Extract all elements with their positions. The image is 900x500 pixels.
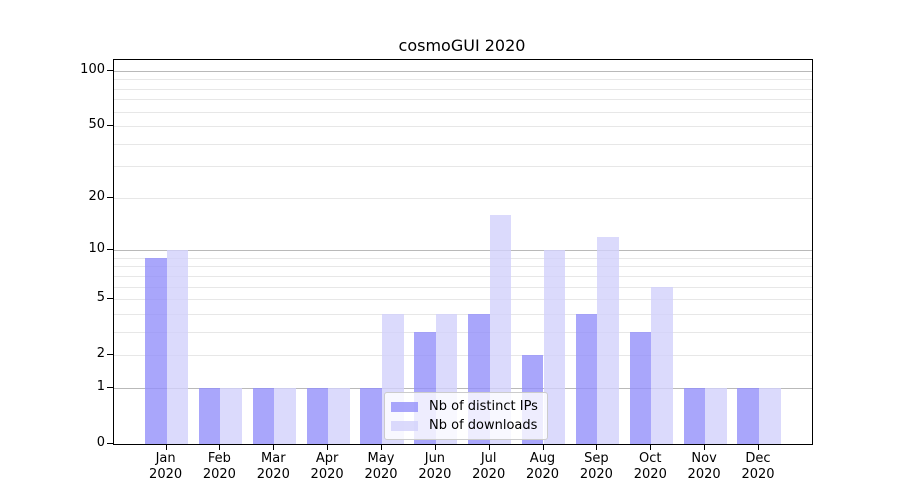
y-tick-mark-50 <box>107 125 113 127</box>
x-tick-mark-oct <box>650 444 652 450</box>
y-tick-label-1: 1 <box>96 379 105 394</box>
gridline-minor-3 <box>114 331 812 333</box>
x-tick-label-aug: Aug 2020 <box>525 451 560 482</box>
bar-oct-distinct-ips <box>629 331 652 444</box>
bar-may-distinct-ips <box>360 388 382 444</box>
x-tick-mark-jul <box>488 444 490 450</box>
y-tick-mark-2 <box>107 354 113 356</box>
gridline-minor-9 <box>114 257 812 259</box>
bar-dec-downloads <box>759 388 781 444</box>
y-tick-mark-1 <box>107 387 113 388</box>
x-tick-mark-jun <box>434 444 436 450</box>
y-tick-label-50: 50 <box>88 117 105 133</box>
legend-item-distinct-ips: Nb of distinct IPs <box>391 398 538 415</box>
legend-swatch-downloads <box>391 420 418 431</box>
x-tick-label-nov: Nov 2020 <box>687 451 721 482</box>
bar-sep-downloads <box>597 236 619 444</box>
bar-jan-downloads <box>166 250 189 444</box>
x-tick-label-sep: Sep 2020 <box>579 451 613 482</box>
gridline-major-1 <box>114 388 812 389</box>
bar-nov-distinct-ips <box>683 388 706 444</box>
bar-jan-distinct-ips <box>145 257 167 444</box>
bar-jul-downloads <box>489 215 512 444</box>
gridline-minor-40 <box>114 143 812 145</box>
legend-item-downloads: Nb of downloads <box>391 417 538 434</box>
x-tick-mark-dec <box>758 444 759 450</box>
x-tick-label-mar: Mar 2020 <box>256 451 290 482</box>
x-tick-mark-may <box>381 444 382 450</box>
bar-feb-downloads <box>220 388 242 444</box>
x-tick-mark-aug <box>542 444 544 450</box>
y-tick-label-2: 2 <box>96 346 105 362</box>
x-tick-label-feb: Feb 2020 <box>202 451 236 482</box>
x-tick-label-jul: Jul 2020 <box>472 451 506 482</box>
x-tick-mark-jan <box>165 444 167 450</box>
gridline-minor-20 <box>114 197 812 199</box>
gridline-minor-4 <box>114 313 812 315</box>
bar-nov-downloads <box>705 388 727 444</box>
legend-label-distinct-ips: Nb of distinct IPs <box>429 399 538 414</box>
gridline-minor-90 <box>114 79 812 81</box>
x-tick-mark-nov <box>704 444 706 450</box>
x-tick-mark-mar <box>273 444 275 450</box>
gridline-minor-80 <box>114 88 812 90</box>
bar-apr-downloads <box>328 388 350 444</box>
gridline-minor-50 <box>114 126 812 128</box>
y-tick-label-0: 0 <box>96 435 105 450</box>
y-tick-mark-5 <box>107 298 113 300</box>
x-tick-label-jan: Jan 2020 <box>149 451 183 482</box>
bar-mar-downloads <box>274 388 296 444</box>
x-tick-label-dec: Dec 2020 <box>741 451 775 482</box>
x-tick-mark-apr <box>327 444 329 450</box>
legend-label-downloads: Nb of downloads <box>429 418 538 433</box>
x-tick-label-may: May 2020 <box>364 451 398 482</box>
y-tick-label-100: 100 <box>80 61 105 77</box>
x-tick-label-apr: Apr 2020 <box>310 451 344 482</box>
plot-area: Nb of distinct IPs Nb of downloads <box>113 59 813 445</box>
x-tick-mark-sep <box>596 444 598 450</box>
y-tick-label-10: 10 <box>88 241 105 257</box>
y-tick-mark-20 <box>107 196 113 198</box>
gridline-minor-70 <box>114 99 812 101</box>
legend: Nb of distinct IPs Nb of downloads <box>384 392 548 440</box>
gridline-major-100 <box>114 70 812 72</box>
bar-mar-distinct-ips <box>252 388 275 444</box>
bar-feb-distinct-ips <box>198 388 221 444</box>
bar-sep-distinct-ips <box>575 313 598 444</box>
y-tick-mark-100 <box>107 69 113 71</box>
x-tick-label-jun: Jun 2020 <box>418 451 452 482</box>
x-tick-mark-feb <box>219 444 221 450</box>
bar-dec-distinct-ips <box>737 388 759 444</box>
y-tick-label-20: 20 <box>88 188 105 204</box>
bar-apr-distinct-ips <box>306 388 329 444</box>
x-tick-label-oct: Oct 2020 <box>633 451 667 482</box>
gridline-minor-30 <box>114 166 812 168</box>
gridline-minor-60 <box>114 111 812 113</box>
gridline-minor-6 <box>114 286 812 288</box>
legend-swatch-distinct-ips <box>391 401 418 412</box>
bar-oct-downloads <box>651 286 673 444</box>
gridline-minor-7 <box>114 275 812 277</box>
chart-title: cosmoGUI 2020 <box>398 36 526 55</box>
gridline-minor-8 <box>114 266 812 268</box>
gridline-minor-5 <box>114 299 812 301</box>
bar-aug-downloads <box>543 250 566 444</box>
y-tick-label-5: 5 <box>96 290 105 306</box>
gridline-minor-2 <box>114 355 812 357</box>
y-tick-mark-0 <box>107 443 113 444</box>
y-tick-mark-10 <box>107 249 113 251</box>
gridline-major-10 <box>114 250 812 252</box>
